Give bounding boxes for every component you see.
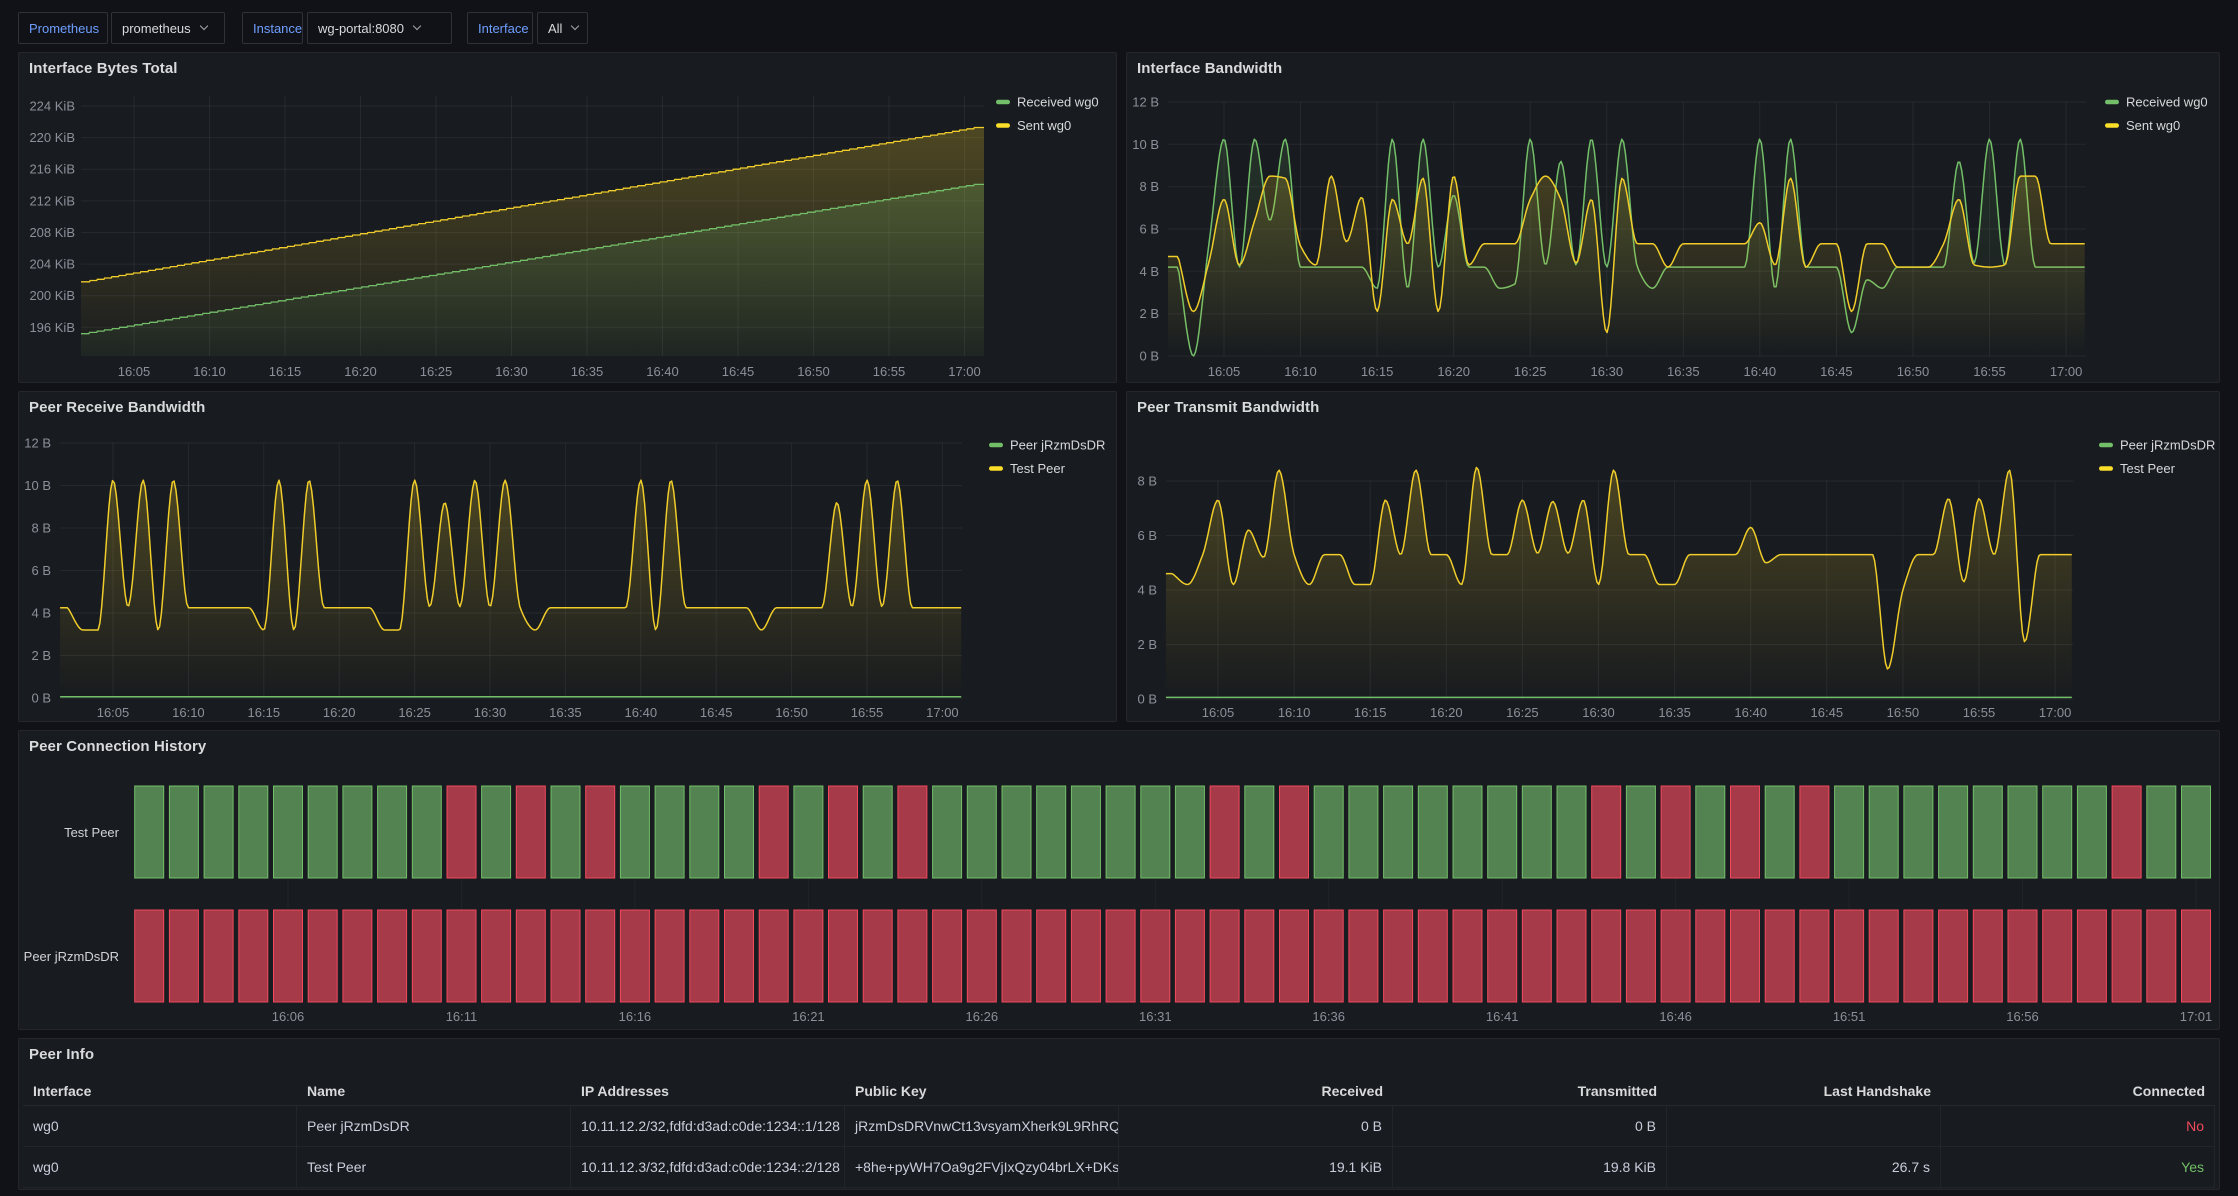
svg-text:Peer jRzmDsDR: Peer jRzmDsDR <box>2120 438 2215 453</box>
svg-text:16:35: 16:35 <box>1658 705 1691 720</box>
svg-text:16:30: 16:30 <box>1591 364 1624 379</box>
svg-text:16:45: 16:45 <box>722 364 755 379</box>
svg-text:16:40: 16:40 <box>625 705 658 720</box>
svg-text:12 B: 12 B <box>24 436 51 451</box>
svg-text:16:40: 16:40 <box>1744 364 1777 379</box>
svg-text:16:20: 16:20 <box>1430 705 1463 720</box>
svg-text:16:30: 16:30 <box>474 705 507 720</box>
svg-text:17:00: 17:00 <box>2039 705 2072 720</box>
svg-text:16:35: 16:35 <box>571 364 604 379</box>
svg-text:16:26: 16:26 <box>966 1009 999 1024</box>
svg-text:16:55: 16:55 <box>1973 364 2006 379</box>
svg-text:16:06: 16:06 <box>272 1009 305 1024</box>
svg-text:2 B: 2 B <box>1139 306 1159 321</box>
svg-text:16:45: 16:45 <box>1820 364 1853 379</box>
svg-text:4 B: 4 B <box>31 606 51 621</box>
svg-text:16:30: 16:30 <box>495 364 528 379</box>
svg-text:Peer jRzmDsDR: Peer jRzmDsDR <box>24 949 119 964</box>
svg-text:16:05: 16:05 <box>97 705 130 720</box>
svg-text:16:10: 16:10 <box>172 705 205 720</box>
svg-text:16:25: 16:25 <box>398 705 431 720</box>
svg-text:16:15: 16:15 <box>1361 364 1394 379</box>
svg-text:196 KiB: 196 KiB <box>29 320 75 335</box>
svg-text:16:56: 16:56 <box>2006 1009 2039 1024</box>
svg-text:16:20: 16:20 <box>323 705 356 720</box>
svg-text:16:45: 16:45 <box>700 705 733 720</box>
svg-text:12 B: 12 B <box>1132 95 1159 110</box>
svg-text:17:00: 17:00 <box>926 705 959 720</box>
svg-text:16:21: 16:21 <box>792 1009 825 1024</box>
svg-text:16:35: 16:35 <box>1667 364 1700 379</box>
svg-text:16:40: 16:40 <box>1734 705 1767 720</box>
svg-text:Sent wg0: Sent wg0 <box>1017 118 1071 133</box>
svg-text:16:55: 16:55 <box>1963 705 1996 720</box>
svg-text:2 B: 2 B <box>1137 637 1157 652</box>
svg-text:0 B: 0 B <box>1139 349 1159 364</box>
svg-text:16:35: 16:35 <box>549 705 582 720</box>
svg-text:16:36: 16:36 <box>1312 1009 1345 1024</box>
svg-text:0 B: 0 B <box>31 691 51 706</box>
svg-text:224 KiB: 224 KiB <box>29 99 75 114</box>
svg-text:16:25: 16:25 <box>1506 705 1539 720</box>
svg-text:Test Peer: Test Peer <box>2120 461 2176 476</box>
svg-text:212 KiB: 212 KiB <box>29 193 75 208</box>
svg-text:8 B: 8 B <box>1137 474 1157 489</box>
svg-text:208 KiB: 208 KiB <box>29 225 75 240</box>
svg-text:16:10: 16:10 <box>1278 705 1311 720</box>
svg-text:16:41: 16:41 <box>1486 1009 1519 1024</box>
svg-text:4 B: 4 B <box>1137 583 1157 598</box>
svg-text:4 B: 4 B <box>1139 264 1159 279</box>
svg-text:Received wg0: Received wg0 <box>2126 95 2208 110</box>
svg-text:8 B: 8 B <box>1139 179 1159 194</box>
svg-text:16:40: 16:40 <box>646 364 679 379</box>
svg-text:2 B: 2 B <box>31 648 51 663</box>
svg-text:216 KiB: 216 KiB <box>29 162 75 177</box>
svg-text:16:20: 16:20 <box>344 364 377 379</box>
svg-text:16:15: 16:15 <box>248 705 281 720</box>
svg-text:16:20: 16:20 <box>1437 364 1470 379</box>
svg-text:16:55: 16:55 <box>873 364 906 379</box>
svg-text:16:50: 16:50 <box>1897 364 1930 379</box>
svg-text:16:55: 16:55 <box>851 705 884 720</box>
svg-text:16:25: 16:25 <box>420 364 453 379</box>
svg-text:16:25: 16:25 <box>1514 364 1547 379</box>
svg-text:16:05: 16:05 <box>1202 705 1235 720</box>
svg-text:6 B: 6 B <box>1137 528 1157 543</box>
svg-text:16:05: 16:05 <box>118 364 151 379</box>
svg-text:16:30: 16:30 <box>1582 705 1615 720</box>
svg-text:16:51: 16:51 <box>1833 1009 1866 1024</box>
svg-text:16:50: 16:50 <box>797 364 830 379</box>
svg-text:10 B: 10 B <box>24 478 51 493</box>
svg-text:17:00: 17:00 <box>948 364 981 379</box>
svg-text:17:00: 17:00 <box>2050 364 2083 379</box>
svg-text:16:15: 16:15 <box>269 364 302 379</box>
svg-text:16:15: 16:15 <box>1354 705 1387 720</box>
svg-text:220 KiB: 220 KiB <box>29 130 75 145</box>
svg-text:10 B: 10 B <box>1132 137 1159 152</box>
svg-text:0 B: 0 B <box>1137 692 1157 707</box>
svg-text:6 B: 6 B <box>1139 222 1159 237</box>
svg-text:Received wg0: Received wg0 <box>1017 95 1099 110</box>
svg-text:16:50: 16:50 <box>1887 705 1920 720</box>
svg-text:17:01: 17:01 <box>2180 1009 2213 1024</box>
svg-text:16:31: 16:31 <box>1139 1009 1172 1024</box>
svg-text:Peer jRzmDsDR: Peer jRzmDsDR <box>1010 438 1105 453</box>
svg-text:16:10: 16:10 <box>1284 364 1317 379</box>
svg-text:200 KiB: 200 KiB <box>29 288 75 303</box>
svg-text:Test Peer: Test Peer <box>64 825 120 840</box>
svg-text:16:45: 16:45 <box>1811 705 1844 720</box>
svg-text:16:10: 16:10 <box>193 364 226 379</box>
svg-text:204 KiB: 204 KiB <box>29 257 75 272</box>
svg-text:Sent wg0: Sent wg0 <box>2126 118 2180 133</box>
svg-text:16:05: 16:05 <box>1208 364 1241 379</box>
svg-text:6 B: 6 B <box>31 563 51 578</box>
svg-text:16:11: 16:11 <box>446 1009 478 1024</box>
svg-text:Test Peer: Test Peer <box>1010 461 1066 476</box>
svg-text:8 B: 8 B <box>31 521 51 536</box>
svg-text:16:16: 16:16 <box>619 1009 652 1024</box>
svg-text:16:46: 16:46 <box>1659 1009 1692 1024</box>
svg-text:16:50: 16:50 <box>775 705 808 720</box>
